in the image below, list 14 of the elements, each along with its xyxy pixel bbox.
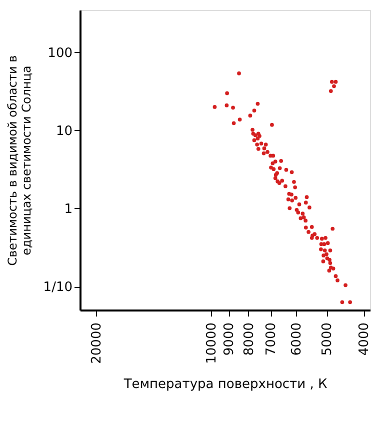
x-tick-label: 8000 (242, 322, 257, 356)
x-tick-label: 6000 (290, 322, 305, 356)
y-tick-label: 1 (64, 202, 72, 217)
y-tick-label: 100 (48, 46, 72, 61)
x-tick-label: 20000 (89, 322, 104, 364)
x-tick-label: 10000 (204, 322, 220, 364)
y-axis-title: Светимость в видимой области в единицах светимости Солнца (5, 55, 34, 266)
y-tick-label: 10 (56, 124, 72, 139)
x-tick-label: 5000 (320, 322, 336, 356)
x-tick-label: 7000 (264, 322, 280, 356)
x-axis-title: Температура поверхности , К (122, 376, 328, 392)
x-tick-label: 4000 (357, 322, 372, 356)
x-tick-label: 9000 (222, 322, 238, 356)
y-tick-label: 1/10 (43, 280, 72, 296)
